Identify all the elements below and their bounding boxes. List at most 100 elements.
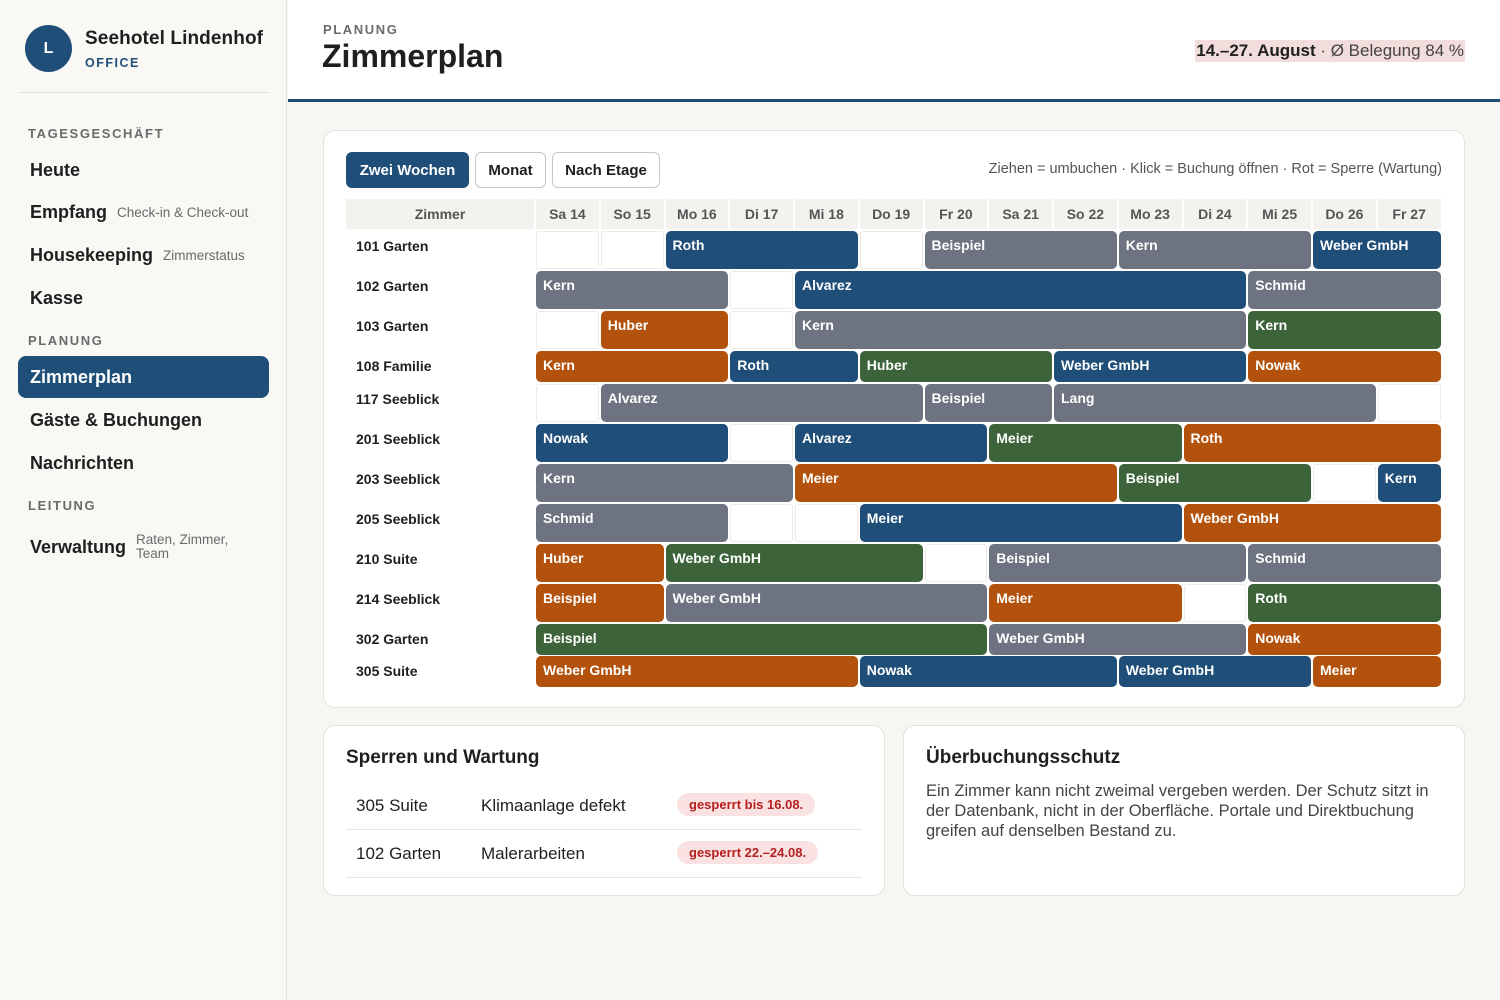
booking-block[interactable]: Nowak [1248,351,1441,382]
free-cell[interactable] [730,504,793,542]
free-cell[interactable] [1183,584,1247,622]
lock-row[interactable]: 102 Garten Malerarbeiten gesperrt 22.–24… [346,830,862,878]
booking-block[interactable]: Kern [536,351,729,382]
room-label: 101 Garten [356,238,429,254]
room-label: 108 Familie [356,358,432,374]
booking-block[interactable]: Meier [989,424,1182,462]
view-two-weeks-button[interactable]: Zwei Wochen [346,152,469,188]
view-by-floor-button[interactable]: Nach Etage [552,152,660,188]
booking-block[interactable]: Lang [1054,384,1376,422]
nav-item-heute[interactable]: Heute [18,149,269,191]
booking-block[interactable]: Beispiel [924,231,1117,269]
day-header: Do 26 [1313,199,1376,229]
lock-row[interactable]: 305 Suite Klimaanlage defekt gesperrt bi… [346,782,862,830]
booking-block[interactable]: Beispiel [536,584,664,622]
booking-block[interactable]: Weber GmbH [536,656,858,687]
day-header: Do 19 [859,199,923,229]
booking-block[interactable]: Roth [1248,584,1441,622]
booking-block[interactable]: Beispiel [536,624,988,655]
free-cell[interactable] [730,311,793,349]
booking-block[interactable]: Kern [1248,311,1441,349]
booking-block[interactable]: Beispiel [1118,464,1311,502]
booking-block[interactable]: Alvarez [600,384,923,422]
free-cell[interactable] [536,384,599,422]
nav-item-kasse[interactable]: Kasse [18,277,269,319]
nav-item-empfang[interactable]: Empfang Check-in & Check-out [18,191,269,233]
booking-block[interactable]: Weber GmbH [1183,504,1441,542]
day-header: Mo 16 [665,199,729,229]
booking-block[interactable]: Weber GmbH [989,624,1247,655]
booking-block[interactable]: Meier [1313,656,1441,687]
free-cell[interactable] [859,231,923,269]
booking-block[interactable]: Alvarez [795,271,1247,309]
booking-block[interactable]: Kern [795,311,1247,349]
lock-reason: Klimaanlage defekt [481,796,626,815]
booking-block[interactable]: Meier [859,504,1182,542]
booking-block[interactable]: Huber [859,351,1052,382]
booking-block[interactable]: Beispiel [924,384,1052,422]
lock-status-badge: gesperrt bis 16.08. [677,793,816,816]
view-month-button[interactable]: Monat [475,152,546,188]
nav-item-gaeste-buchungen[interactable]: Gäste & Buchungen [18,399,269,441]
room-label: 203 Seeblick [356,471,441,487]
lock-reason: Malerarbeiten [481,844,585,863]
booking-block[interactable]: Alvarez [795,424,988,462]
nav-item-hint: Raten, Zimmer, Team [136,532,229,561]
booking-block[interactable]: Kern [536,464,793,502]
booking-block[interactable]: Roth [1183,424,1441,462]
brand-logo: L [25,25,72,72]
booking-block[interactable]: Weber GmbH [1313,231,1441,269]
room-label: 103 Garten [356,318,429,334]
free-cell[interactable] [600,231,664,269]
room-plan-card: Zwei Wochen Monat Nach Etage Ziehen = um… [323,130,1465,708]
nav-item-verwaltung[interactable]: Verwaltung Raten, Zimmer, Team [18,526,269,568]
booking-block[interactable]: Huber [600,311,729,349]
booking-block[interactable]: Weber GmbH [665,544,923,582]
booking-block[interactable]: Nowak [536,424,729,462]
nav-section-tagesgeschaeft: TAGESGESCHÄFT [28,126,165,141]
booking-block[interactable]: Meier [989,584,1182,622]
booking-block[interactable]: Huber [536,544,664,582]
occupancy: · Ø Belegung 84 % [1315,41,1464,60]
day-header: Di 17 [730,199,793,229]
booking-block[interactable]: Beispiel [989,544,1247,582]
booking-block[interactable]: Meier [795,464,1117,502]
page-eyebrow: PLANUNG [323,22,399,37]
booking-block[interactable]: Schmid [536,504,729,542]
day-header: Mo 23 [1118,199,1182,229]
nav-item-nachrichten[interactable]: Nachrichten [18,442,269,484]
brand-sub: OFFICE [85,55,140,70]
free-cell[interactable] [795,504,858,542]
free-cell[interactable] [536,231,599,269]
booking-block[interactable]: Schmid [1248,544,1441,582]
free-cell[interactable] [536,311,599,349]
day-header: Mi 18 [795,199,858,229]
booking-block[interactable]: Weber GmbH [1054,351,1247,382]
nav-item-zimmerplan[interactable]: Zimmerplan [18,356,269,398]
room-label: 305 Suite [356,663,418,679]
booking-block[interactable]: Kern [1377,464,1441,502]
free-cell[interactable] [730,271,793,309]
booking-block[interactable]: Kern [536,271,729,309]
day-header: So 22 [1054,199,1117,229]
free-cell[interactable] [1377,384,1441,422]
booking-block[interactable]: Nowak [1248,624,1441,655]
booking-block[interactable]: Schmid [1248,271,1441,309]
day-header: Sa 14 [536,199,599,229]
nav-item-housekeeping[interactable]: Housekeeping Zimmerstatus [18,234,269,276]
period-range: 14.–27. August [1196,41,1316,60]
overbooking-card: Überbuchungsschutz Ein Zimmer kann nicht… [903,725,1465,896]
free-cell[interactable] [1313,464,1376,502]
locks-title: Sperren und Wartung [346,747,540,768]
booking-block[interactable]: Nowak [859,656,1117,687]
booking-block[interactable]: Weber GmbH [1118,656,1311,687]
brand[interactable]: L Seehotel Lindenhof OFFICE [25,25,263,72]
booking-block[interactable]: Kern [1118,231,1311,269]
free-cell[interactable] [730,424,793,462]
nav-item-label: Kasse [30,287,84,308]
room-column-header: Zimmer [346,199,534,229]
booking-block[interactable]: Weber GmbH [665,584,988,622]
free-cell[interactable] [924,544,988,582]
booking-block[interactable]: Roth [665,231,858,269]
booking-block[interactable]: Roth [730,351,858,382]
